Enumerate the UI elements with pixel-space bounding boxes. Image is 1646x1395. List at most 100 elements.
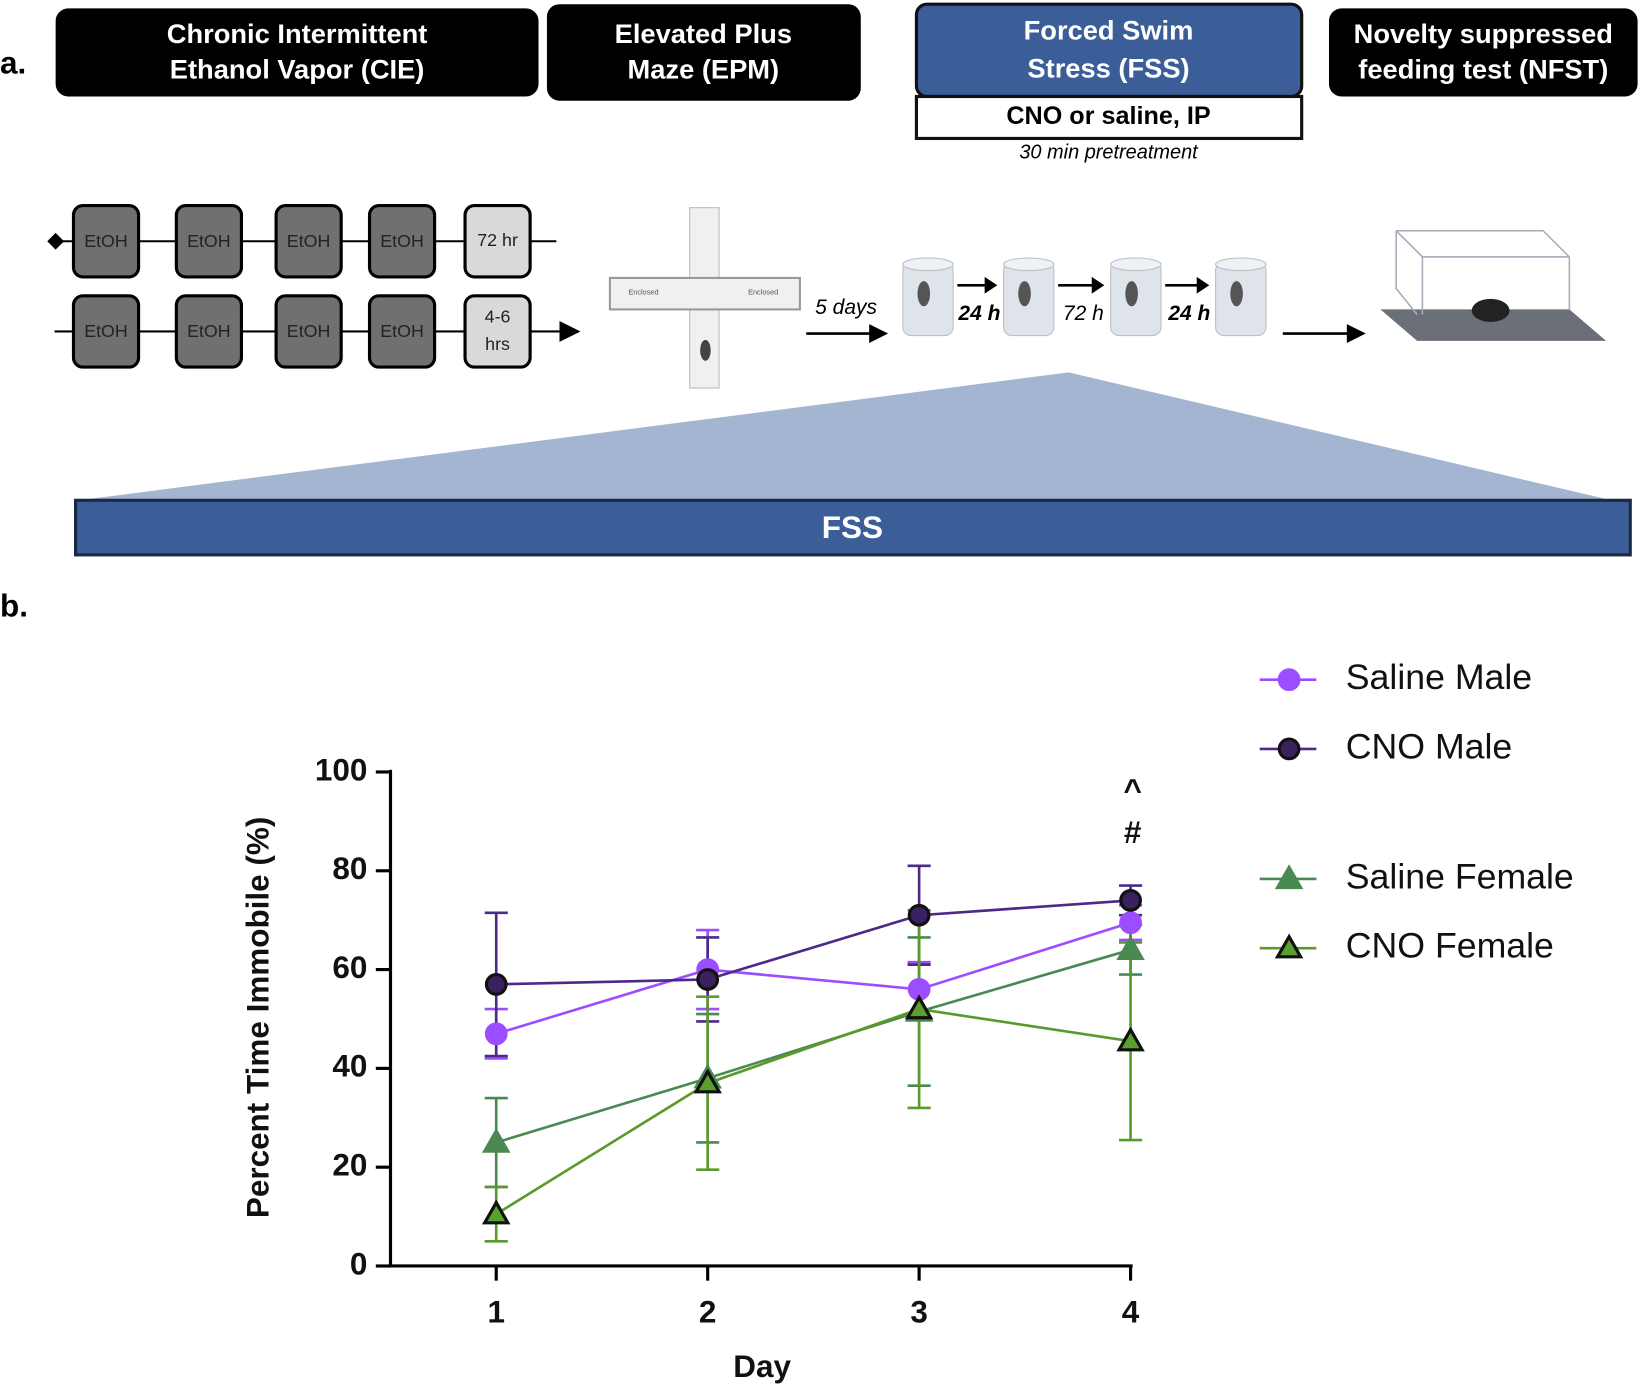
etoh-label: EtOH bbox=[84, 231, 128, 251]
etoh-box bbox=[367, 204, 437, 279]
fss-label: FSS bbox=[822, 510, 883, 545]
stage-text: Elevated Plus bbox=[615, 18, 792, 49]
mouse bbox=[1125, 281, 1138, 307]
etoh-label: EtOH bbox=[287, 321, 331, 341]
cylinder-top bbox=[1110, 257, 1162, 272]
arrow bbox=[984, 276, 998, 294]
x-tick-label: 1 bbox=[487, 1295, 505, 1330]
marker bbox=[693, 1068, 722, 1094]
etoh-label: EtOH bbox=[187, 321, 231, 341]
legend-label: Saline Female bbox=[1346, 856, 1574, 896]
marker bbox=[481, 1127, 511, 1153]
arrow bbox=[1346, 324, 1366, 343]
rest-box bbox=[463, 294, 532, 369]
marker bbox=[1277, 668, 1301, 692]
marker bbox=[1274, 933, 1304, 959]
fss-bar bbox=[74, 498, 1632, 557]
stage-text: Ethanol Vapor (CIE) bbox=[170, 54, 425, 85]
etoh-box bbox=[174, 294, 244, 369]
x-tick-label: 4 bbox=[1122, 1295, 1140, 1330]
etoh-box bbox=[71, 294, 141, 369]
marker bbox=[1274, 864, 1304, 890]
marker bbox=[484, 1022, 508, 1046]
stage-text: Maze (EPM) bbox=[628, 54, 780, 85]
etoh-label: EtOH bbox=[380, 231, 424, 251]
diamond bbox=[47, 232, 65, 250]
arrow bbox=[869, 324, 889, 343]
y-tick-label: 20 bbox=[332, 1148, 367, 1183]
y-tick-label: 80 bbox=[332, 851, 367, 886]
legend-label: Saline Male bbox=[1346, 657, 1532, 697]
marker bbox=[907, 903, 931, 927]
stage-text: feeding test (NFST) bbox=[1358, 54, 1608, 85]
panel-label: a. bbox=[0, 45, 26, 80]
annotation: # bbox=[1124, 815, 1142, 850]
etoh-box bbox=[274, 294, 343, 369]
arrow bbox=[559, 320, 581, 342]
arrow bbox=[1091, 276, 1105, 294]
etoh-label: EtOH bbox=[84, 321, 128, 341]
marker bbox=[1116, 935, 1145, 961]
treatment-box bbox=[914, 94, 1304, 141]
x-axis-label: Day bbox=[733, 1349, 791, 1384]
maze-label: Enclosed bbox=[748, 288, 778, 297]
etoh-label: EtOH bbox=[187, 231, 231, 251]
etoh-box bbox=[274, 204, 343, 279]
marker bbox=[904, 994, 934, 1020]
marker bbox=[1116, 1026, 1145, 1052]
legend-label: CNO Female bbox=[1346, 926, 1554, 966]
stage-text: Chronic Intermittent bbox=[167, 18, 428, 49]
marker bbox=[1119, 911, 1142, 935]
y-axis-label: Percent Time Immobile (%) bbox=[241, 817, 276, 1218]
mouse bbox=[1230, 281, 1243, 307]
series-line bbox=[496, 899, 1131, 986]
rest-label: hrs bbox=[485, 334, 510, 354]
stage-box bbox=[55, 8, 539, 97]
y-tick-label: 40 bbox=[332, 1049, 367, 1084]
marker bbox=[1119, 889, 1142, 912]
marker bbox=[481, 1199, 511, 1225]
legend-label: CNO Male bbox=[1346, 726, 1513, 766]
maze-label: Enclosed bbox=[628, 288, 658, 297]
arrow bbox=[1196, 276, 1210, 294]
series-line bbox=[495, 1007, 1131, 1216]
cylinder-top bbox=[902, 257, 954, 272]
etoh-box bbox=[367, 294, 437, 369]
arena-walls bbox=[1395, 229, 1571, 316]
rest-label: 72 hr bbox=[477, 230, 518, 250]
stage-text: Novelty suppressed bbox=[1354, 18, 1613, 49]
x-tick-label: 2 bbox=[699, 1295, 717, 1330]
mouse bbox=[1018, 281, 1031, 307]
panel-label: b. bbox=[0, 589, 28, 624]
pretreatment: 30 min pretreatment bbox=[1019, 141, 1199, 163]
arena-floor bbox=[1380, 309, 1607, 341]
interval: 72 h bbox=[1063, 302, 1104, 325]
marker bbox=[1277, 737, 1301, 761]
etoh-label: EtOH bbox=[380, 321, 424, 341]
cylinder-top bbox=[1003, 257, 1055, 272]
interval: 5 days bbox=[815, 296, 877, 319]
treatment: CNO or saline, IP bbox=[1006, 102, 1210, 130]
marker bbox=[696, 968, 720, 991]
marker bbox=[484, 973, 508, 996]
cylinder-top bbox=[1215, 257, 1267, 272]
maze bbox=[608, 276, 801, 311]
stage-box bbox=[1328, 8, 1638, 97]
mouse bbox=[917, 281, 931, 307]
stage-text: Forced Swim bbox=[1024, 15, 1194, 46]
y-tick-label: 100 bbox=[315, 752, 368, 787]
etoh-box bbox=[174, 204, 244, 279]
series-line bbox=[495, 921, 1131, 1036]
rest-label: 4-6 bbox=[485, 307, 511, 327]
mouse bbox=[1471, 298, 1510, 323]
annotation: ^ bbox=[1123, 773, 1141, 808]
x-tick-label: 3 bbox=[910, 1295, 928, 1330]
etoh-box bbox=[71, 204, 141, 279]
y-tick-label: 0 bbox=[350, 1246, 368, 1281]
interval: 24 h bbox=[957, 302, 1000, 325]
rest-box bbox=[463, 204, 532, 279]
interval: 24 h bbox=[1167, 302, 1210, 325]
zoom-wedge bbox=[78, 372, 1612, 501]
stage-box bbox=[546, 4, 861, 101]
